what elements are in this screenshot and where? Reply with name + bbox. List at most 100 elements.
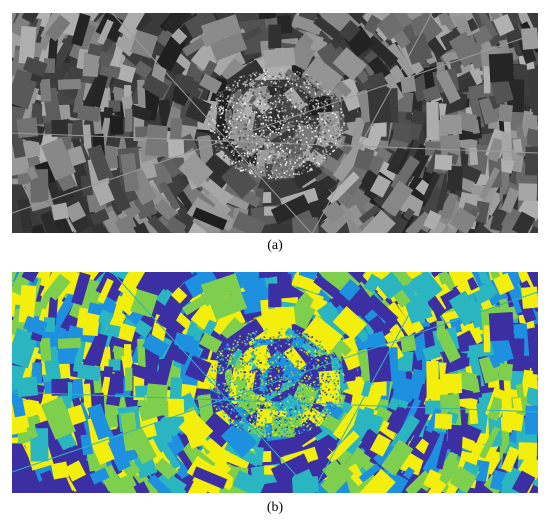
urban-pixel: [253, 332, 256, 335]
urban-pixel: [322, 416, 325, 418]
urban-pixel: [286, 161, 288, 164]
urban-pixel: [229, 128, 232, 131]
urban-pixel: [301, 412, 304, 415]
urban-pixel: [306, 379, 309, 382]
urban-pixel: [225, 86, 228, 89]
urban-pixel: [223, 156, 225, 159]
urban-pixel: [213, 128, 216, 131]
urban-pixel: [307, 95, 310, 98]
urban-pixel: [270, 81, 273, 83]
urban-pixel: [232, 118, 235, 120]
urban-pixel: [290, 112, 293, 115]
urban-pixel: [239, 154, 242, 157]
urban-pixel: [307, 119, 310, 121]
urban-pixel: [246, 104, 249, 106]
urban-pixel: [260, 155, 262, 158]
urban-pixel: [303, 124, 306, 127]
urban-pixel: [307, 335, 310, 338]
urban-pixel: [254, 157, 257, 160]
urban-pixel: [256, 140, 259, 143]
urban-pixel: [319, 125, 322, 128]
urban-pixel: [276, 387, 279, 390]
urban-pixel: [299, 115, 302, 117]
urban-pixel: [243, 151, 246, 154]
urban-pixel: [286, 374, 288, 377]
urban-pixel: [278, 134, 280, 137]
urban-pixel: [295, 426, 298, 428]
urban-pixel: [278, 360, 281, 362]
urban-pixel: [257, 352, 260, 355]
urban-pixel: [338, 401, 341, 404]
urban-pixel: [297, 113, 299, 116]
urban-pixel: [271, 379, 273, 382]
urban-pixel: [287, 129, 290, 131]
urban-pixel: [265, 375, 268, 377]
field: [456, 281, 473, 298]
field: [40, 137, 76, 181]
field: [167, 139, 185, 158]
field: [51, 119, 69, 137]
urban-pixel: [316, 365, 318, 368]
urban-pixel: [314, 388, 317, 391]
urban-pixel: [249, 111, 251, 114]
urban-pixel: [268, 334, 271, 336]
urban-pixel: [281, 169, 283, 171]
urban-pixel: [295, 360, 298, 363]
urban-pixel: [258, 345, 261, 348]
urban-pixel: [254, 119, 257, 122]
field: [258, 365, 270, 392]
urban-pixel: [299, 395, 302, 398]
urban-pixel: [244, 115, 247, 117]
urban-pixel: [293, 390, 296, 393]
urban-pixel: [266, 90, 269, 93]
field: [440, 114, 463, 135]
urban-pixel: [245, 427, 247, 430]
urban-pixel: [302, 416, 304, 419]
urban-pixel: [278, 377, 281, 379]
urban-pixel: [338, 136, 341, 139]
urban-pixel: [274, 119, 276, 122]
urban-pixel: [311, 408, 314, 410]
urban-pixel: [261, 127, 264, 130]
urban-pixel: [316, 118, 319, 120]
urban-pixel: [219, 93, 222, 96]
urban-pixel: [245, 124, 247, 126]
urban-pixel: [274, 347, 277, 349]
urban-pixel: [229, 132, 232, 135]
field: [89, 208, 110, 226]
urban-pixel: [233, 409, 235, 411]
urban-pixel: [272, 134, 275, 137]
field: [426, 361, 439, 400]
urban-pixel: [306, 425, 308, 428]
field: [87, 43, 103, 57]
urban-pixel: [267, 118, 270, 120]
urban-pixel: [333, 143, 336, 145]
field: [108, 324, 121, 338]
field: [220, 58, 247, 85]
urban-pixel: [264, 417, 267, 420]
urban-pixel: [225, 377, 227, 379]
urban-pixel: [275, 163, 278, 165]
field: [89, 467, 110, 485]
urban-pixel: [226, 383, 229, 386]
urban-pixel: [248, 171, 251, 173]
urban-pixel: [277, 374, 279, 376]
urban-pixel: [317, 364, 320, 367]
urban-pixel: [265, 123, 267, 126]
urban-pixel: [230, 95, 233, 98]
urban-pixel: [222, 352, 224, 355]
urban-pixel: [319, 422, 322, 424]
urban-pixel: [233, 95, 235, 98]
urban-pixel: [265, 136, 268, 138]
urban-pixel: [253, 137, 255, 139]
urban-pixel: [210, 365, 213, 368]
urban-pixel: [338, 109, 341, 112]
urban-pixel: [220, 405, 223, 407]
urban-pixel: [274, 170, 277, 173]
urban-pixel: [276, 392, 278, 395]
urban-pixel: [264, 147, 266, 150]
field: [437, 13, 451, 26]
urban-pixel: [222, 366, 224, 369]
urban-pixel: [301, 414, 303, 417]
urban-pixel: [299, 141, 302, 143]
